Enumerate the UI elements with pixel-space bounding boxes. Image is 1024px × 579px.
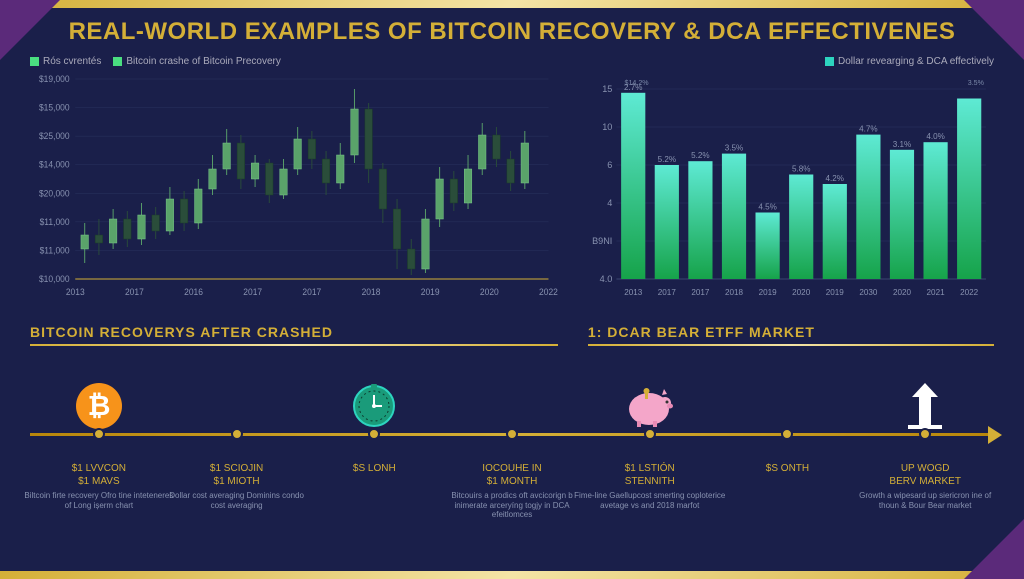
- gold-divider: [30, 344, 558, 346]
- timeline-item: $S ONTH: [719, 378, 857, 475]
- legend-label: Rós cvrentés: [43, 56, 101, 67]
- svg-text:2022: 2022: [960, 288, 979, 297]
- timeline-labels: $S ONTH: [712, 462, 863, 475]
- section-label-right: 1: DCAR BEAR ETFF MARKET: [588, 324, 994, 350]
- gold-divider: [588, 344, 994, 346]
- timeline-item: ₿ $1 LVVCON $1 MAVS Biltcoin firte recov…: [30, 378, 168, 510]
- gold-border-top: [0, 0, 1024, 8]
- svg-text:2013: 2013: [624, 288, 643, 297]
- svg-text:15: 15: [602, 84, 612, 94]
- bitcoin-icon: ₿: [71, 378, 127, 434]
- pig-icon: [622, 378, 678, 434]
- clock-icon: [346, 378, 402, 434]
- svg-text:2019: 2019: [421, 287, 440, 297]
- svg-text:2030: 2030: [859, 288, 878, 297]
- right-legend: Dollar revearging & DCA effectively: [588, 56, 994, 67]
- svg-text:2017: 2017: [302, 287, 321, 297]
- svg-text:$10,000: $10,000: [39, 274, 70, 284]
- svg-text:4.2%: 4.2%: [825, 174, 843, 183]
- svg-text:4.7%: 4.7%: [859, 125, 877, 134]
- timeline-item: $S LONH: [305, 378, 443, 475]
- timeline-node: [368, 428, 380, 440]
- svg-text:2022: 2022: [539, 287, 558, 297]
- timeline-node: [93, 428, 105, 440]
- svg-text:3.5%: 3.5%: [968, 80, 985, 87]
- candlestick-panel: Rós cvrentés Bitcoin crashe of Bitcoin P…: [30, 56, 558, 316]
- timeline-labels: $1 SCIOJIN $1 MIOTH Dollar cost averagin…: [161, 462, 312, 510]
- timeline-labels: $1 LVVCON $1 MAVS Biltcoin firte recover…: [23, 462, 174, 510]
- svg-text:5.2%: 5.2%: [691, 151, 709, 160]
- svg-text:6: 6: [607, 160, 612, 170]
- timeline-node: [231, 428, 243, 440]
- corner-br: [964, 519, 1024, 579]
- svg-text:2020: 2020: [792, 288, 811, 297]
- timeline-node: [781, 428, 793, 440]
- none-icon: [759, 378, 815, 434]
- none-icon: [209, 378, 265, 434]
- svg-text:2020: 2020: [893, 288, 912, 297]
- candlestick-chart: $19,000 $15,000 $25,000 $14,000 $20,000 $11,0…: [30, 71, 558, 301]
- svg-text:2017: 2017: [243, 287, 262, 297]
- legend-label: Bitcoin crashe of Bitcoin Precovery: [126, 56, 281, 67]
- bar-panel: Dollar revearging & DCA effectively 15 10…: [588, 56, 994, 316]
- none-icon: [484, 378, 540, 434]
- svg-text:2018: 2018: [362, 287, 381, 297]
- timeline-item: $1 SCIOJIN $1 MIOTH Dollar cost averagin…: [168, 378, 306, 510]
- legend-sq-icon: [30, 57, 39, 66]
- timeline: ₿ $1 LVVCON $1 MAVS Biltcoin firte recov…: [30, 378, 994, 498]
- svg-text:$11,000: $11,000: [40, 245, 70, 255]
- svg-text:2021: 2021: [926, 288, 945, 297]
- page-title: REAL-WORLD EXAMPLES OF BITCOIN RECOVERY …: [0, 0, 1024, 56]
- svg-text:$14,000: $14,000: [39, 159, 70, 169]
- arrow-icon: [897, 378, 953, 434]
- svg-text:$25,000: $25,000: [39, 131, 70, 141]
- timeline-labels: UP WOGD BERV MARKET Growth a wipesard up…: [849, 462, 1000, 510]
- svg-text:₿: ₿: [87, 390, 110, 421]
- svg-text:2017: 2017: [125, 287, 144, 297]
- timeline-node: [506, 428, 518, 440]
- svg-text:4.5%: 4.5%: [758, 203, 776, 212]
- svg-text:5.8%: 5.8%: [792, 165, 810, 174]
- gold-border-bottom: [0, 571, 1024, 579]
- timeline-labels: $S LONH: [299, 462, 450, 475]
- svg-text:4.0%: 4.0%: [926, 132, 944, 141]
- svg-text:$20,000: $20,000: [39, 188, 70, 198]
- svg-text:4: 4: [607, 198, 612, 208]
- legend-sq-icon: [825, 57, 834, 66]
- svg-text:5.2%: 5.2%: [657, 155, 675, 164]
- charts-row: Rós cvrentés Bitcoin crashe of Bitcoin P…: [0, 56, 1024, 316]
- svg-text:4.0: 4.0: [600, 274, 613, 284]
- svg-text:$19,000: $19,000: [39, 74, 70, 84]
- legend-label: Dollar revearging & DCA effectively: [838, 56, 994, 67]
- svg-text:B9NI: B9NI: [592, 236, 612, 246]
- svg-text:10: 10: [602, 122, 612, 132]
- svg-text:2016: 2016: [184, 287, 203, 297]
- svg-text:2018: 2018: [725, 288, 744, 297]
- section-headers: BITCOIN RECOVERYS AFTER CRASHED 1: DCAR …: [0, 324, 1024, 350]
- svg-text:2019: 2019: [826, 288, 845, 297]
- svg-text:2019: 2019: [758, 288, 777, 297]
- svg-text:$14.2%: $14.2%: [624, 80, 649, 87]
- timeline-item: $1 LSTIÓN STENNITH Fime-line Gaellupcost…: [581, 378, 719, 510]
- timeline-labels: IOCOUHE IN $1 MONTH Bitcouirs a prodics …: [436, 462, 587, 520]
- svg-text:2020: 2020: [480, 287, 499, 297]
- legend-sq-icon: [113, 57, 122, 66]
- timeline-labels: $1 LSTIÓN STENNITH Fime-line Gaellupcost…: [574, 462, 725, 510]
- svg-text:$15,000: $15,000: [39, 102, 70, 112]
- timeline-node: [644, 428, 656, 440]
- timeline-item: IOCOUHE IN $1 MONTH Bitcouirs a prodics …: [443, 378, 581, 520]
- svg-text:2017: 2017: [691, 288, 710, 297]
- timeline-node: [919, 428, 931, 440]
- left-legend: Rós cvrentés Bitcoin crashe of Bitcoin P…: [30, 56, 558, 67]
- svg-text:3.1%: 3.1%: [893, 140, 911, 149]
- timeline-item: UP WOGD BERV MARKET Growth a wipesard up…: [856, 378, 994, 510]
- bar-chart: 151064B9NI4.02.7%20135.2%20175.2%20173.5…: [588, 71, 994, 301]
- svg-text:2013: 2013: [66, 287, 85, 297]
- section-label-left: BITCOIN RECOVERYS AFTER CRASHED: [30, 324, 558, 350]
- svg-text:$11,000: $11,000: [40, 217, 70, 227]
- svg-text:3.5%: 3.5%: [725, 144, 743, 153]
- svg-text:2017: 2017: [658, 288, 677, 297]
